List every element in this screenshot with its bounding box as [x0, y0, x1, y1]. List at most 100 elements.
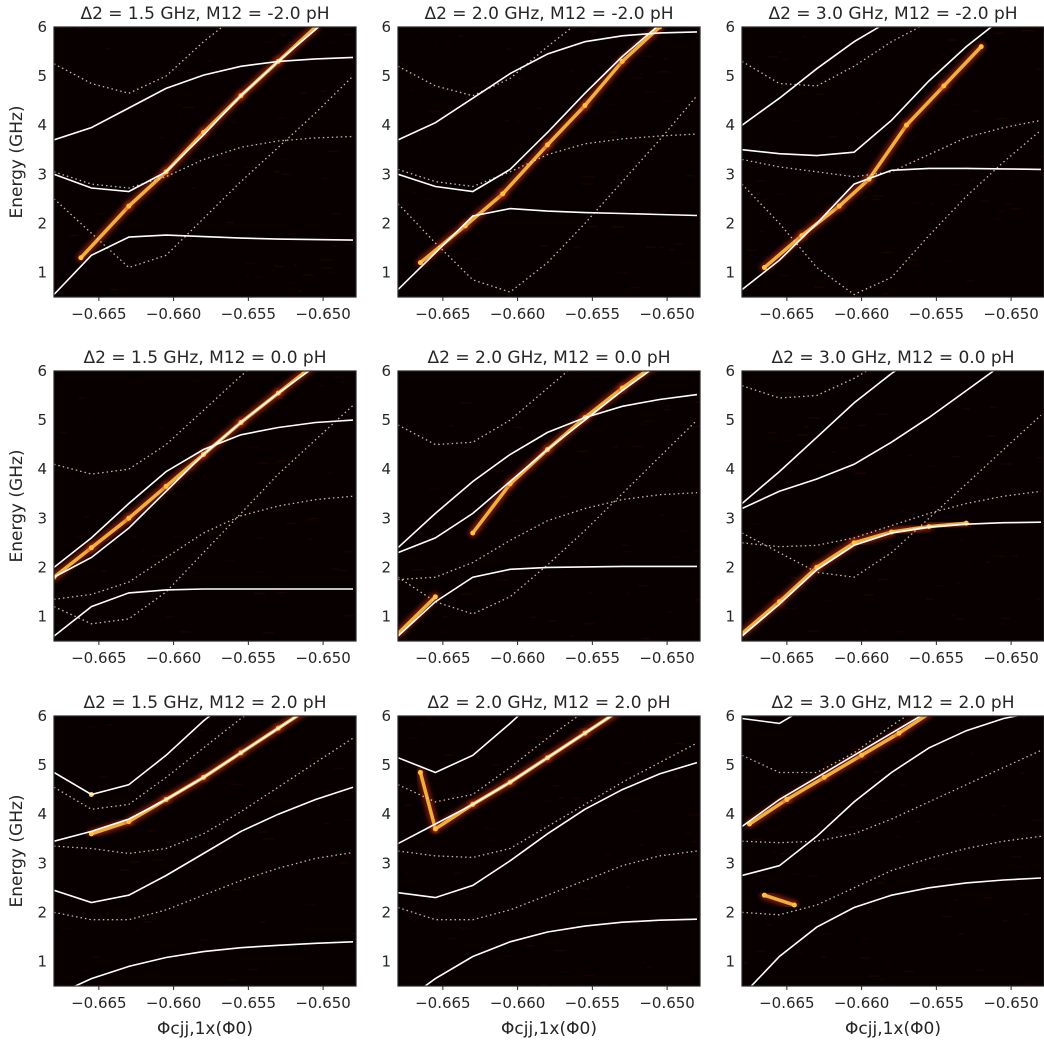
- data-ridge: [127, 484, 168, 521]
- x-tick-label: −0.665: [759, 994, 815, 1012]
- y-tick-label: 2: [37, 903, 47, 921]
- axes-frame: [397, 370, 701, 642]
- y-tick-label: 1: [725, 952, 735, 970]
- theory-dotted-curve: [742, 119, 1042, 178]
- y-tick-label: 3: [381, 509, 391, 527]
- y-tick-label: 6: [381, 707, 391, 725]
- plot-area: [398, 371, 698, 639]
- y-tick-label: 5: [725, 756, 735, 774]
- subplot-title: Δ2 = 1.5 GHz, M12 = 2.0 pH: [84, 693, 327, 713]
- plot-background: [54, 27, 356, 297]
- data-ridge: [418, 770, 438, 831]
- y-tick-label: 4: [725, 805, 735, 823]
- y-tick-label: 6: [37, 707, 47, 725]
- theory-solid-curve: [750, 877, 1042, 986]
- noise-texture: [55, 723, 355, 982]
- theory-dotted-curve: [54, 27, 224, 94]
- subplot-title: Δ2 = 1.5 GHz, M12 = 0.0 pH: [84, 348, 327, 368]
- x-tick-label: −0.660: [490, 994, 546, 1012]
- x-tick-label: −0.655: [909, 994, 965, 1012]
- noise-texture: [398, 31, 700, 289]
- data-ridge: [545, 103, 587, 147]
- x-tick-label: −0.660: [834, 649, 890, 667]
- data-ridge: [777, 565, 819, 604]
- plot-area: [54, 716, 354, 986]
- theory-solid-curve: [742, 371, 995, 510]
- data-ridge: [762, 233, 804, 270]
- x-tick-label: −0.650: [983, 994, 1039, 1012]
- subplot-title: Δ2 = 2.0 GHz, M12 = -2.0 pH: [424, 4, 673, 24]
- y-tick-label: 6: [381, 362, 391, 380]
- data-point: [619, 58, 625, 64]
- data-ridge: [800, 204, 841, 238]
- y-tick-label: 4: [37, 805, 47, 823]
- plot-background: [398, 371, 700, 641]
- data-point: [432, 594, 438, 600]
- data-ridge: [398, 595, 438, 636]
- subplot-1: Δ2 = 1.5 GHz, M12 = -2.0 pH −0.665 −0.660 −…: [7, 4, 357, 323]
- data-point: [791, 902, 797, 908]
- theory-solid-curve: [742, 27, 881, 126]
- plot-area: [398, 716, 698, 986]
- x-tick-label: −0.660: [490, 305, 546, 323]
- y-tick-label: 1: [37, 952, 47, 970]
- theory-solid-curve: [423, 918, 698, 986]
- y-tick-label: 6: [725, 18, 735, 36]
- theory-solid-curve: [54, 371, 311, 578]
- subplot-4: Δ2 = 1.5 GHz, M12 = 0.0 pH −0.665 −0.660 −0…: [7, 348, 357, 667]
- theory-solid-curve: [54, 234, 354, 296]
- subplot-title: Δ2 = 3.0 GHz, M12 = 2.0 pH: [772, 693, 1015, 713]
- theory-solid-curve: [398, 716, 613, 845]
- theory-solid-curve: [742, 716, 923, 828]
- data-point: [470, 530, 476, 536]
- plot-area: [742, 371, 1042, 639]
- x-tick-label: −0.665: [415, 305, 471, 323]
- y-tick-label: 2: [725, 558, 735, 576]
- axes-frame: [397, 715, 701, 987]
- data-ridge: [867, 123, 909, 181]
- x-tick-label: −0.665: [415, 649, 471, 667]
- theory-dotted-curve: [398, 133, 698, 188]
- theory-dotted-curve: [398, 850, 698, 921]
- theory-dotted-curve: [742, 835, 1042, 916]
- x-tick-label: −0.650: [295, 994, 351, 1012]
- subplot-3: Δ2 = 3.0 GHz, M12 = -2.0 pH −0.665 −0.660 −…: [725, 4, 1044, 323]
- y-tick-label: 1: [381, 607, 391, 625]
- y-axis-label: Energy (GHz): [7, 105, 27, 218]
- data-ridge: [837, 177, 871, 208]
- theory-solid-curve: [54, 56, 354, 141]
- noise-texture: [746, 30, 1044, 295]
- y-tick-label: 4: [381, 805, 391, 823]
- data-ridge: [583, 59, 625, 108]
- y-tick-label: 1: [725, 607, 735, 625]
- y-tick-label: 4: [381, 460, 391, 478]
- theory-dotted-curve: [398, 95, 698, 293]
- data-point: [859, 752, 865, 758]
- theory-solid-curve: [54, 716, 299, 842]
- y-tick-label: 5: [381, 67, 391, 85]
- theory-dotted-curve: [54, 851, 354, 921]
- theory-solid-curve: [54, 716, 212, 796]
- subplot-title: Δ2 = 2.0 GHz, M12 = 0.0 pH: [428, 348, 671, 368]
- subplot-5: Δ2 = 2.0 GHz, M12 = 0.0 pH −0.665 −0.660 −0…: [381, 348, 701, 667]
- y-tick-label: 5: [37, 411, 47, 429]
- theory-dotted-curve: [742, 716, 908, 774]
- y-tick-label: 6: [37, 18, 47, 36]
- x-tick-label: −0.665: [415, 994, 471, 1012]
- y-tick-label: 5: [725, 411, 735, 429]
- plot-area: [54, 27, 354, 296]
- data-point: [761, 892, 767, 898]
- x-tick-label: −0.655: [221, 305, 277, 323]
- theory-dotted-curve: [54, 737, 354, 855]
- data-point: [903, 122, 909, 128]
- y-tick-label: 1: [381, 263, 391, 281]
- y-tick-label: 5: [381, 756, 391, 774]
- axes-frame: [53, 715, 357, 987]
- subplot-title: Δ2 = 3.0 GHz, M12 = 0.0 pH: [772, 348, 1015, 368]
- data-ridge: [762, 893, 797, 907]
- theory-dotted-curve: [398, 742, 698, 859]
- theory-dotted-curve: [742, 749, 1042, 844]
- x-tick-label: −0.650: [295, 305, 351, 323]
- y-tick-label: 6: [381, 18, 391, 36]
